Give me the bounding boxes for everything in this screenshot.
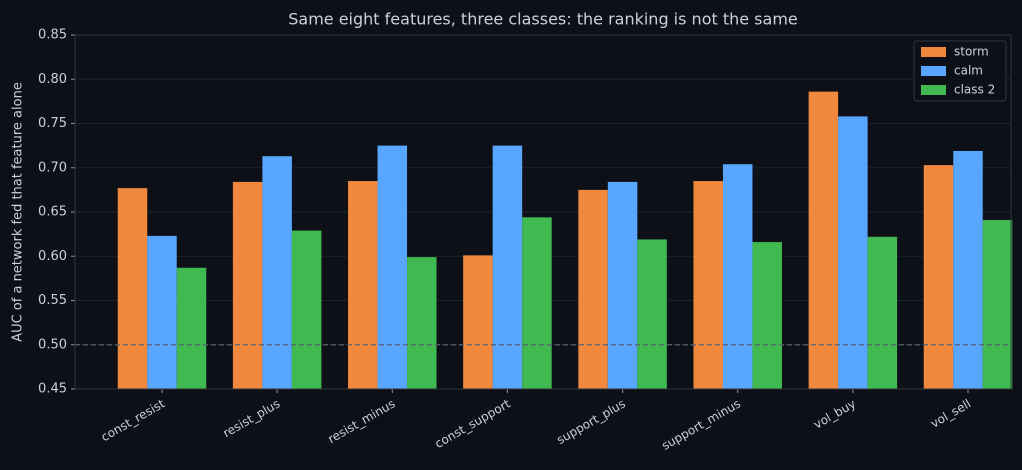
bar: [176, 267, 207, 389]
plot-frame: [74, 34, 1012, 390]
bar: [407, 257, 437, 389]
y-tick-label: 0.50: [38, 337, 67, 352]
bar: [232, 181, 263, 389]
y-tick-label: 0.60: [38, 249, 67, 264]
bar: [492, 145, 523, 389]
y-tick-label: 0.70: [38, 160, 67, 175]
y-tick-label: 0.85: [38, 28, 67, 43]
legend-label: calm: [954, 64, 983, 78]
bar: [982, 219, 1013, 389]
bar: [262, 156, 292, 389]
bar: [923, 165, 954, 389]
bar: [693, 181, 723, 389]
bar: [953, 150, 983, 389]
bar: [147, 235, 177, 389]
bar: [117, 188, 148, 389]
y-tick-label: 0.80: [38, 72, 67, 87]
legend-swatch: [921, 85, 946, 95]
y-axis-label: AUC of a network fed that feature alone: [11, 82, 26, 342]
y-tick-label: 0.75: [38, 116, 67, 131]
y-tick-label: 0.65: [38, 205, 67, 220]
bar: [291, 230, 322, 389]
bar: [808, 91, 839, 389]
bar: [463, 255, 493, 389]
y-tick-label: 0.45: [38, 382, 67, 397]
bar: [348, 181, 378, 389]
bar: [607, 181, 638, 389]
bar: [578, 189, 608, 389]
bar: [377, 145, 408, 389]
legend: storm calm class 2: [913, 40, 1007, 102]
legend-swatch: [921, 47, 946, 57]
legend-label: class 2: [954, 83, 995, 97]
bar: [867, 236, 898, 389]
bar: [637, 239, 667, 389]
bar: [838, 116, 868, 390]
bar: [752, 242, 782, 389]
y-tick-label: 0.55: [38, 293, 67, 308]
chart-title: Same eight features, three classes: the …: [288, 10, 798, 29]
bar: [722, 164, 753, 389]
legend-swatch: [921, 66, 946, 76]
legend-label: storm: [954, 45, 989, 59]
bar: [522, 217, 552, 389]
